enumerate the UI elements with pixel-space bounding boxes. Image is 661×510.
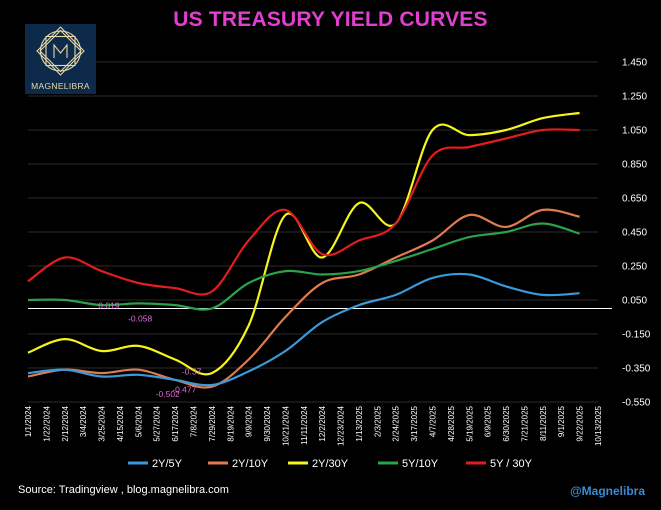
data-annotation: -0.37: [182, 366, 202, 376]
x-tick-label: 9/9/2024: [245, 405, 254, 437]
x-tick-label: 10/13/2025: [594, 405, 603, 446]
x-tick-label: 9/22/2025: [576, 405, 585, 441]
legend-label: 5Y / 30Y: [490, 458, 533, 470]
x-tick-label: 2/3/2025: [373, 405, 382, 437]
social-handle[interactable]: @Magnelibra: [569, 484, 645, 498]
x-tick-label: 9/30/2024: [263, 405, 272, 441]
x-tick-label: 12/23/2024: [337, 405, 346, 446]
y-tick-label: 0.850: [622, 160, 647, 171]
series-line-5y-30y: [27, 128, 580, 296]
x-tick-label: 3/17/2025: [410, 405, 419, 441]
magnelibra-logo: MAGNELIBRA: [25, 24, 96, 94]
x-tick-label: 1/13/2025: [355, 405, 364, 441]
x-tick-label: 4/15/2024: [116, 405, 125, 441]
x-tick-label: 5/19/2025: [465, 405, 474, 441]
data-annotation: -0.477: [172, 385, 196, 395]
x-tick-label: 7/21/2025: [520, 405, 529, 441]
data-annotation: 0.019: [98, 300, 120, 310]
y-tick-label: 0.650: [622, 194, 647, 205]
x-tick-label: 1/22/2024: [42, 405, 51, 441]
data-annotation: -0.502: [156, 389, 180, 399]
x-tick-label: 7/8/2024: [189, 405, 198, 437]
x-tick-label: 5/6/2024: [134, 405, 143, 437]
data-annotation: -0.058: [128, 313, 152, 323]
legend-label: 5Y/10Y: [402, 458, 439, 470]
x-tick-label: 2/24/2025: [392, 405, 401, 441]
y-tick-label: -0.150: [622, 330, 651, 341]
x-tick-label: 11/11/2024: [300, 405, 309, 444]
y-tick-label: 0.050: [622, 296, 647, 307]
source-text: Source: Tradingview , blog.magnelibra.co…: [18, 484, 229, 496]
y-tick-label: -0.550: [622, 398, 651, 409]
y-tick-label: 0.250: [622, 262, 647, 273]
x-tick-label: 12/2/2024: [318, 405, 327, 441]
x-tick-label: 1/1/2024: [24, 405, 33, 437]
x-tick-label: 2/12/2024: [61, 405, 70, 441]
x-tick-label: 6/9/2025: [484, 405, 493, 437]
x-tick-label: 3/4/2024: [79, 405, 88, 437]
logo-text: MAGNELIBRA: [31, 81, 90, 91]
legend-label: 2Y/10Y: [232, 458, 269, 470]
x-tick-label: 3/25/2024: [98, 405, 107, 441]
y-tick-label: 1.250: [622, 92, 647, 103]
x-tick-label: 10/21/2024: [281, 405, 290, 446]
x-tick-label: 4/28/2025: [447, 405, 456, 441]
x-tick-label: 6/17/2024: [171, 405, 180, 441]
y-tick-label: 0.450: [622, 228, 647, 239]
legend-label: 2Y/30Y: [312, 458, 349, 470]
y-tick-label: 1.450: [622, 58, 647, 69]
y-tick-label: 1.050: [622, 126, 647, 137]
x-tick-label: 7/29/2024: [208, 405, 217, 441]
y-tick-label: -0.350: [622, 364, 651, 375]
series-line-2y-30y: [27, 111, 580, 376]
x-tick-label: 9/1/2025: [557, 405, 566, 437]
series-line-5y-10y: [27, 222, 580, 311]
x-tick-label: 8/11/2025: [539, 405, 548, 441]
x-tick-label: 4/7/2025: [429, 405, 438, 437]
series-line-2y-10y: [27, 208, 580, 389]
series-line-2y-5y: [27, 272, 580, 387]
chart-title: US TREASURY YIELD CURVES: [173, 8, 488, 31]
legend-label: 2Y/5Y: [152, 458, 183, 470]
x-tick-label: 6/30/2025: [502, 405, 511, 441]
x-tick-label: 8/19/2024: [226, 405, 235, 441]
x-tick-label: 5/27/2024: [153, 405, 162, 441]
logo-emblem-icon: [36, 26, 85, 76]
